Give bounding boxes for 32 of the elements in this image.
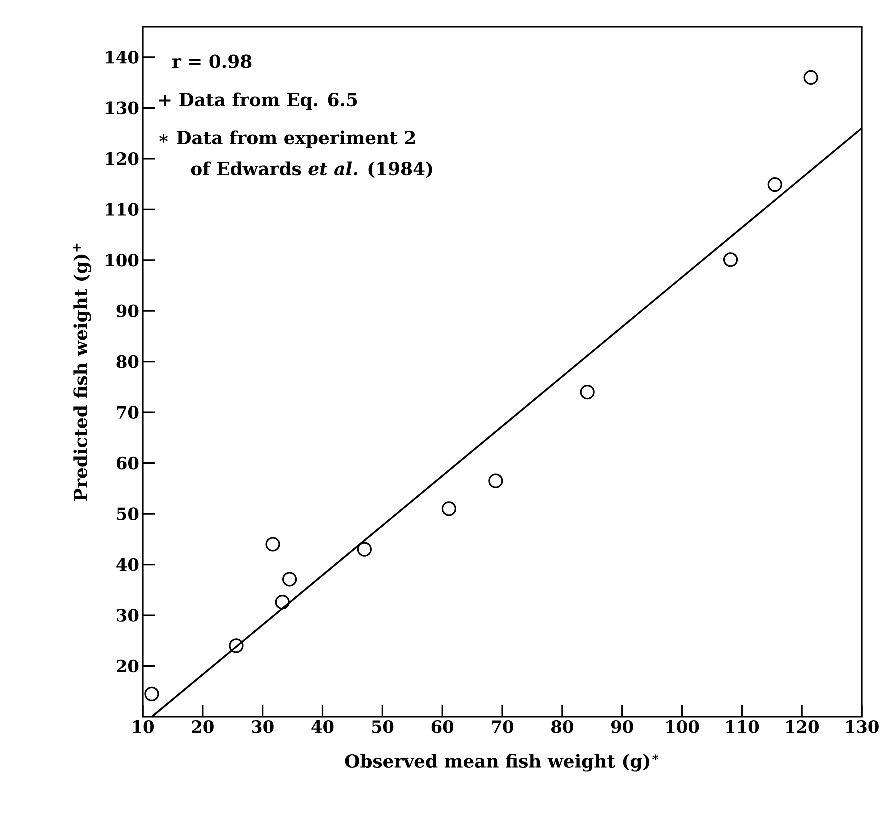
y-tick-label: 30 (117, 609, 139, 622)
x-tick-label: 20 (192, 720, 214, 734)
x-tick-label: 90 (611, 720, 634, 734)
annotation: of Edwards et al. (1984) (191, 162, 432, 178)
y-tick-label: 100 (106, 254, 139, 267)
y-tick-label: 120 (106, 152, 139, 166)
y-tick-label: 20 (117, 660, 139, 673)
y-tick-label: 90 (116, 304, 139, 318)
x-tick-label: 30 (252, 720, 274, 734)
y-axis-title: Predicted fish weight (g)$^{+}$ (73, 244, 92, 502)
annotation: ∗ Data from experiment 2 (159, 130, 415, 148)
y-tick-label: 80 (116, 355, 139, 368)
x-tick-label: 70 (492, 720, 514, 734)
x-tick-label: 130 (846, 720, 879, 734)
y-tick-label: 130 (106, 102, 139, 115)
x-tick-label: 110 (726, 720, 760, 734)
x-axis-title: Observed mean fish weight (g)$^{∗}$ (345, 754, 659, 772)
x-tick-label: 60 (432, 720, 454, 734)
y-tick-label: 140 (106, 51, 139, 64)
y-tick-label: 110 (106, 203, 139, 216)
y-tick-label: 40 (116, 558, 139, 572)
x-tick-label: 120 (786, 720, 819, 734)
y-tick-label: 70 (117, 406, 139, 419)
annotation: + Data from Eq. 6.5 (159, 92, 358, 110)
y-tick-label: 60 (116, 456, 139, 470)
x-tick-label: 10 (133, 720, 154, 734)
y-tick-label: 50 (117, 508, 139, 520)
x-tick-label: 40 (312, 720, 334, 734)
x-tick-label: 50 (372, 720, 394, 734)
x-tick-label: 100 (666, 720, 700, 734)
annotation: r = 0.98 (172, 54, 252, 68)
x-tick-label: 80 (552, 720, 574, 734)
